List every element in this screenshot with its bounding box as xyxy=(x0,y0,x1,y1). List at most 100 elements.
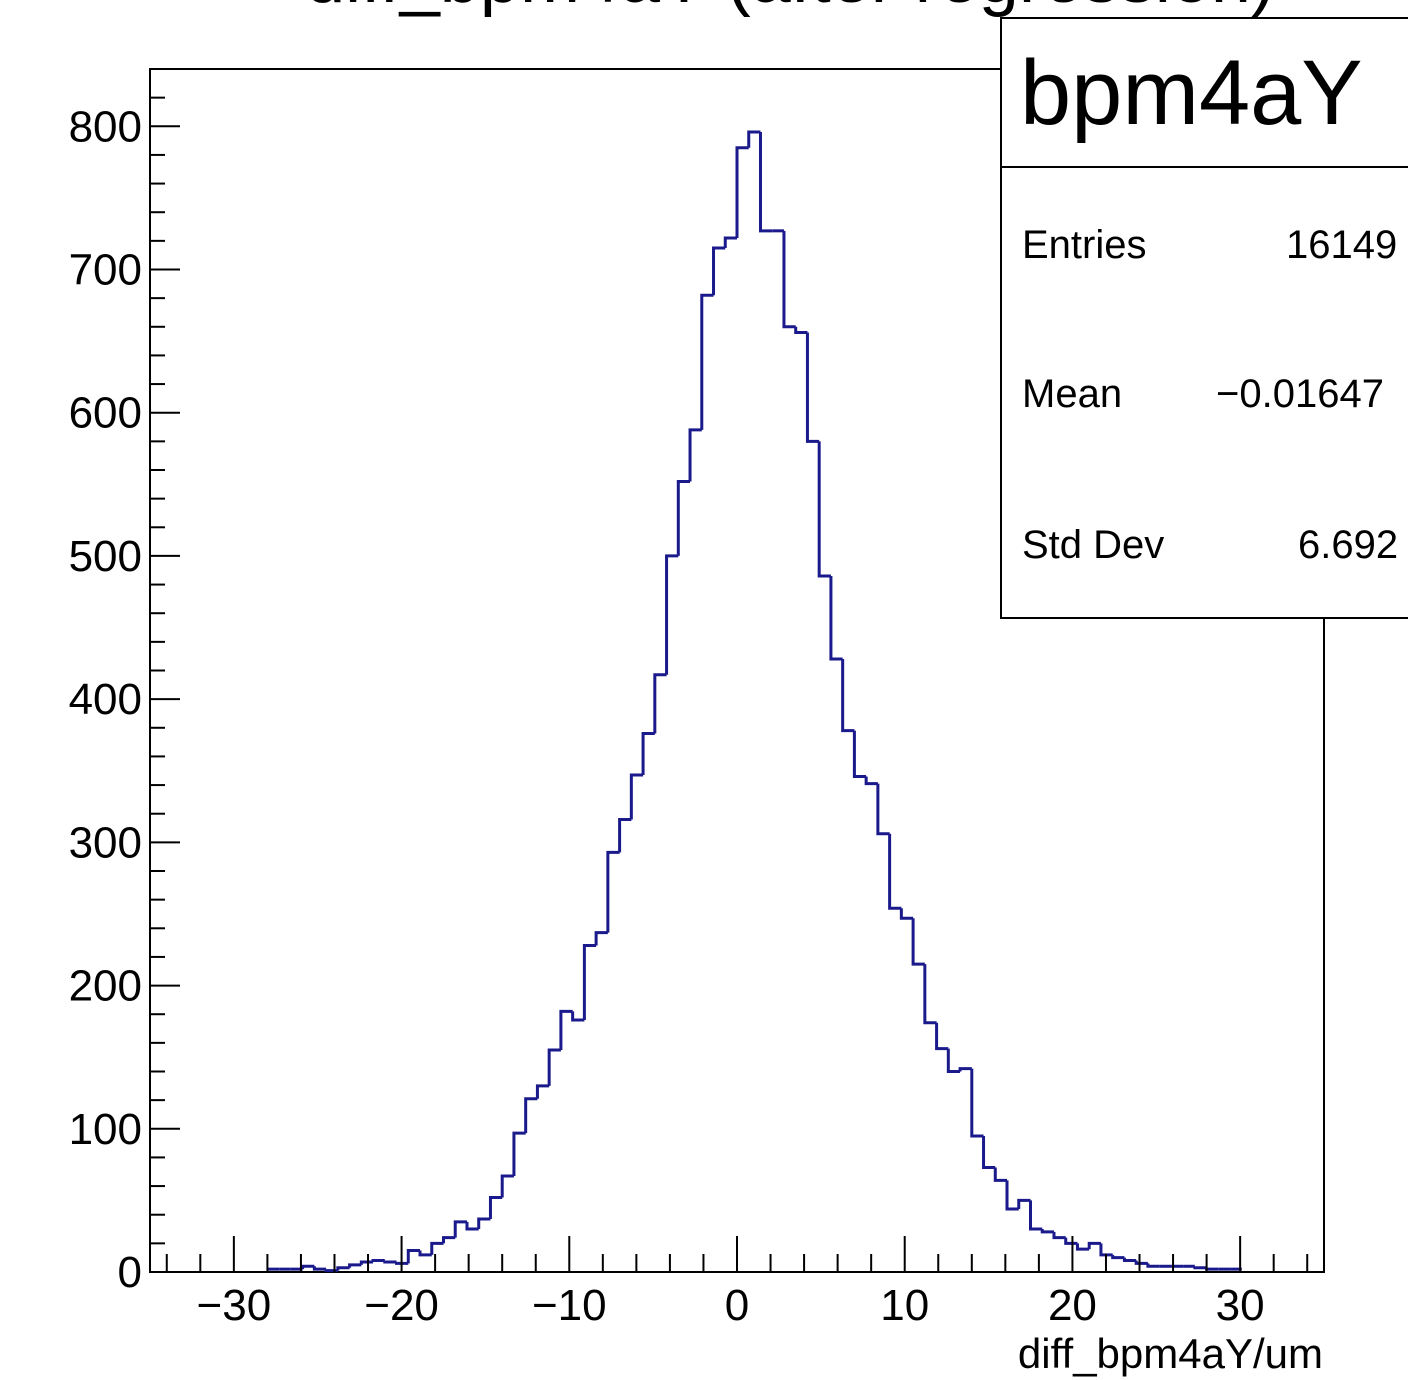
histogram-bin xyxy=(1029,1200,1043,1231)
histogram-bin xyxy=(442,1236,456,1244)
histogram-bin xyxy=(453,1220,467,1238)
histogram-bin xyxy=(911,918,925,966)
histogram-bin xyxy=(336,1266,350,1271)
y-tick-label: 500 xyxy=(69,532,142,581)
histogram-bin xyxy=(1193,1266,1207,1270)
histogram-bin xyxy=(301,1264,315,1270)
histogram-bin xyxy=(371,1259,385,1263)
histogram-bin xyxy=(1205,1267,1219,1271)
histogram-bin xyxy=(1099,1243,1113,1257)
y-tick-label: 700 xyxy=(69,246,142,295)
stats-mean-label: Mean xyxy=(1022,372,1122,416)
histogram-bin xyxy=(547,1048,561,1086)
histogram-bin xyxy=(359,1260,374,1265)
histogram-bin xyxy=(723,236,737,249)
histogram-bin xyxy=(406,1249,421,1264)
y-tick-label: 400 xyxy=(69,675,142,724)
histogram-bin xyxy=(782,230,796,329)
histogram-bin xyxy=(676,479,691,556)
histogram-bin xyxy=(735,146,749,238)
histogram-bin xyxy=(465,1221,479,1231)
histogram-bin xyxy=(876,783,890,836)
histogram-bin xyxy=(1111,1254,1125,1260)
histogram-bin xyxy=(500,1174,514,1198)
histogram-bin xyxy=(1005,1180,1019,1211)
histogram-bin xyxy=(712,246,726,296)
histogram-bin xyxy=(594,931,608,946)
x-tick-label: 20 xyxy=(1048,1281,1097,1330)
histogram-bin xyxy=(899,908,914,920)
histogram-bin xyxy=(1017,1198,1031,1209)
histogram-bin xyxy=(312,1266,327,1271)
y-tick-label: 300 xyxy=(69,818,142,867)
histogram-bin xyxy=(700,293,714,430)
histogram-bin xyxy=(1146,1263,1160,1268)
histogram-bin xyxy=(629,773,644,820)
histogram-bin xyxy=(418,1250,432,1257)
histogram-bin xyxy=(817,441,831,578)
histogram-bin xyxy=(747,130,761,148)
histogram-bin xyxy=(1075,1243,1090,1251)
y-tick-label: 600 xyxy=(69,389,142,438)
histogram-bin xyxy=(864,776,878,786)
stats-entries-label: Entries xyxy=(1022,223,1147,267)
histogram-bin xyxy=(841,659,855,733)
histogram-bin xyxy=(488,1196,503,1220)
histogram-bin xyxy=(535,1084,550,1099)
histogram-bin xyxy=(935,1022,949,1051)
histogram-bin xyxy=(758,132,773,233)
stats-stddev-label: Std Dev xyxy=(1022,523,1164,567)
x-tick-label: −10 xyxy=(532,1281,607,1330)
histogram-bin xyxy=(524,1097,538,1134)
histogram-bin xyxy=(1064,1237,1078,1245)
y-tick-label: 100 xyxy=(69,1105,142,1154)
chart-title: diff_bpm4aY (after regression) xyxy=(305,0,1275,18)
x-tick-label: 10 xyxy=(880,1281,929,1330)
histogram-bin xyxy=(1122,1257,1137,1263)
y-tick-label: 0 xyxy=(118,1248,142,1297)
histogram-bin xyxy=(571,1011,585,1022)
histogram-bin xyxy=(430,1241,444,1255)
stats-box-frame xyxy=(1000,17,1408,619)
histogram-bin xyxy=(1040,1229,1054,1234)
histogram-bin xyxy=(395,1261,409,1265)
histogram-bin xyxy=(993,1167,1008,1182)
y-tick-label: 800 xyxy=(69,102,142,151)
histogram-bin xyxy=(618,817,632,853)
histogram-bin xyxy=(582,943,597,1020)
stats-mean-value: −0.01647 xyxy=(1216,372,1384,416)
histogram-bin xyxy=(805,332,820,443)
histogram-bin xyxy=(559,1009,573,1051)
histogram-bin xyxy=(383,1260,397,1264)
histogram-bin xyxy=(348,1263,362,1268)
histogram-bin xyxy=(923,964,937,1025)
histogram-bin xyxy=(665,554,679,675)
x-tick-label: 0 xyxy=(725,1281,749,1330)
histogram-bin xyxy=(1087,1241,1101,1250)
histogram-bin xyxy=(688,428,702,482)
histogram-bin xyxy=(477,1217,491,1230)
histogram-bin xyxy=(653,673,667,734)
histogram-bin xyxy=(946,1048,961,1073)
histogram-bin xyxy=(794,326,808,335)
histogram-bin xyxy=(852,730,867,778)
histogram-bin xyxy=(888,833,902,910)
histogram-bin xyxy=(982,1135,996,1169)
histogram-bin xyxy=(1052,1231,1066,1240)
histogram-bin xyxy=(512,1131,526,1177)
x-axis-title: diff_bpm4aY/um xyxy=(1018,1330,1323,1377)
x-tick-label: 30 xyxy=(1216,1281,1265,1330)
x-tick-label: −30 xyxy=(197,1281,272,1330)
stats-box: bpm4aY Entries 16149 Mean −0.01647 Std D… xyxy=(1000,17,1408,619)
stats-stddev-value: 6.692 xyxy=(1298,523,1398,567)
histogram-bin xyxy=(324,1269,338,1273)
histogram-bin xyxy=(829,575,843,661)
x-tick-label: −20 xyxy=(364,1281,439,1330)
y-tick-label: 200 xyxy=(69,962,142,1011)
histogram-bin xyxy=(970,1068,984,1138)
stats-box-title: bpm4aY xyxy=(1020,42,1363,144)
histogram-bin xyxy=(958,1067,972,1072)
histogram-bin xyxy=(1134,1260,1148,1265)
stats-entries-value: 16149 xyxy=(1286,223,1397,267)
